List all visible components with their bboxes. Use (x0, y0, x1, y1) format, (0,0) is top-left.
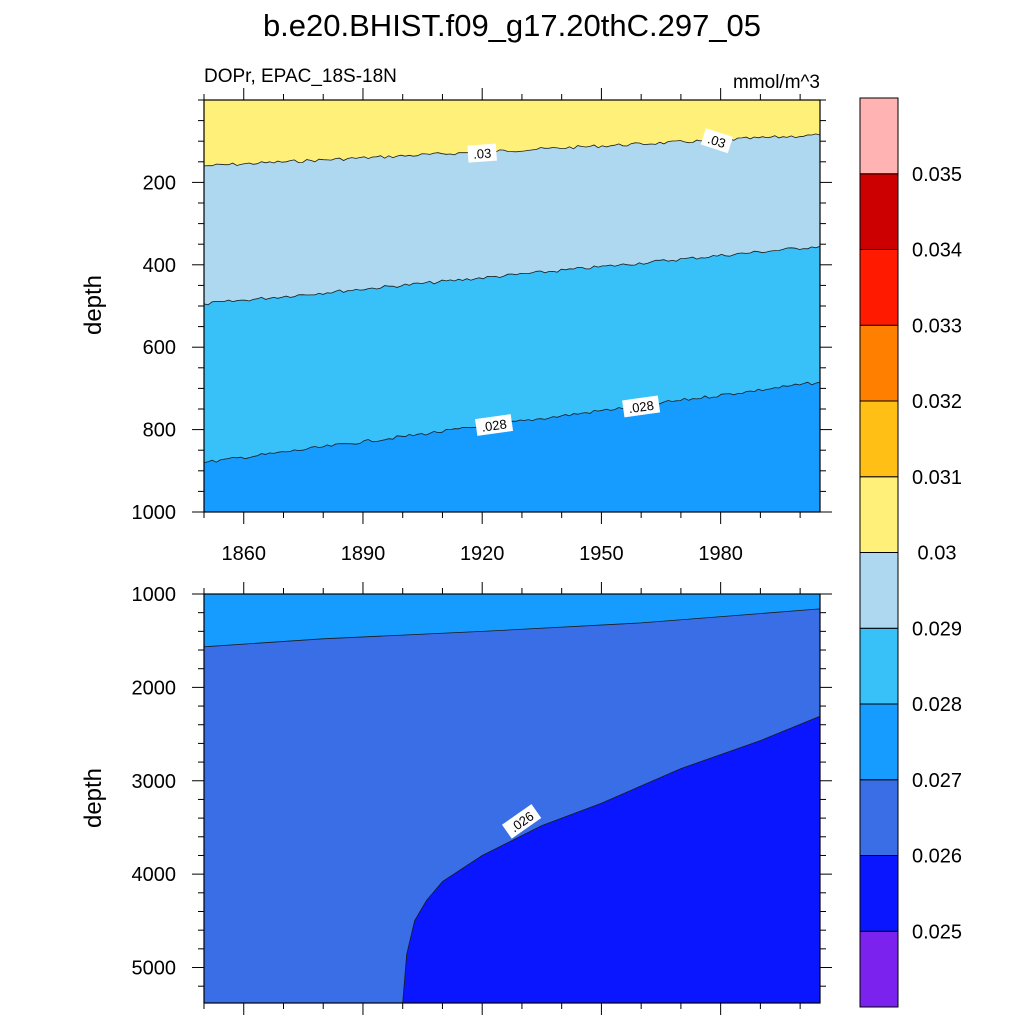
band-fill (204, 382, 820, 512)
contour-label-text: .03 (473, 145, 492, 161)
chart-units: mmol/m^3 (733, 72, 820, 93)
y-tick-label: 200 (143, 172, 176, 194)
x-tick-label: 1950 (579, 543, 624, 565)
x-tick-label: 1920 (460, 543, 505, 565)
chart-title: b.e20.BHIST.f09_g17.20thC.297_05 (263, 8, 761, 43)
colorbar-swatch (859, 930, 899, 1008)
colorbar-swatch (859, 324, 899, 402)
colorbar-swatch (859, 627, 899, 705)
contour-label: .028 (475, 414, 514, 436)
contour-line (203, 381, 821, 463)
colorbar-swatch (859, 779, 899, 856)
colorbar-swatch (859, 703, 899, 781)
colorbar-swatch (859, 400, 899, 478)
contour-line (402, 715, 821, 1004)
colorbar: 0.025 0.026 0.027 0.028 0.029 0.03 0.031 0.032 0… (859, 97, 962, 1008)
colorbar-label: 0.034 (912, 240, 962, 262)
colorbar-label: 0.033 (912, 315, 962, 337)
colorbar-label: 0.029 (912, 618, 962, 640)
y-tick-label: 5000 (132, 958, 177, 980)
colorbar-label: 0.032 (912, 391, 962, 413)
contour-label-bg (622, 395, 661, 418)
y-tick-label: 600 (143, 337, 176, 359)
contour-label-text: .028 (481, 416, 508, 434)
colorbar-label: 0.025 (912, 921, 962, 943)
colorbar-swatch (859, 855, 899, 932)
colorbar-swatch (859, 476, 899, 553)
colorbar-swatch (859, 249, 899, 326)
y-tick-label: 4000 (132, 864, 177, 886)
y-tick-label: 800 (143, 420, 176, 442)
y-tick-label: 400 (143, 255, 176, 277)
upper-panel-fill (204, 100, 820, 513)
colorbar-swatch (859, 552, 899, 629)
upper-panel-contour-labels: .03 .03 .028 .028 (467, 128, 734, 436)
contour-label-bg (501, 804, 542, 839)
chart-subtitle-left: DOPr, EPAC_18S-18N (204, 66, 397, 87)
plot-frame (203, 593, 821, 1004)
y-tick-label: 1000 (132, 502, 177, 524)
y-tick-label: 3000 (132, 771, 177, 793)
colorbar-label: 0.026 (912, 846, 962, 868)
contour-line (203, 245, 821, 306)
colorbar-label: 0.035 (912, 164, 962, 186)
x-tick-label: 1860 (221, 543, 266, 565)
contour-label: .03 (467, 143, 497, 163)
band-fill (402, 716, 820, 1003)
colorbar-swatch (859, 173, 899, 250)
colorbar-label: 0.031 (912, 467, 962, 489)
lower-panel-fill (204, 594, 820, 1003)
lower-y-axis-title: depth (80, 768, 107, 828)
contour-label: .028 (622, 395, 661, 418)
contour-label-text: .028 (628, 398, 655, 416)
contour-label-text: .03 (706, 131, 728, 151)
upper-y-axis-title: depth (80, 275, 107, 335)
colorbar-label: 0.03 (918, 543, 957, 565)
upper-panel-axes: 200 400 600 800 1000 1860 1890 1920 1950 1980 (132, 88, 832, 565)
x-tick-label: 1980 (698, 543, 743, 565)
colorbar-label: 0.028 (912, 694, 962, 716)
contour-label: .03 (700, 128, 734, 154)
contour-line (203, 608, 821, 648)
lower-panel-contours (203, 608, 821, 1004)
x-tick-label: 1890 (341, 543, 386, 565)
contour-label-bg (475, 414, 514, 436)
contour-label-bg (467, 143, 497, 163)
lower-panel-axes: 1000 2000 3000 4000 5000 (132, 582, 832, 1015)
y-tick-label: 2000 (132, 677, 177, 699)
colorbar-label: 0.027 (912, 770, 962, 792)
contour-label-bg (700, 128, 734, 154)
y-tick-label: 1000 (132, 584, 177, 606)
colorbar-swatch (859, 97, 899, 175)
